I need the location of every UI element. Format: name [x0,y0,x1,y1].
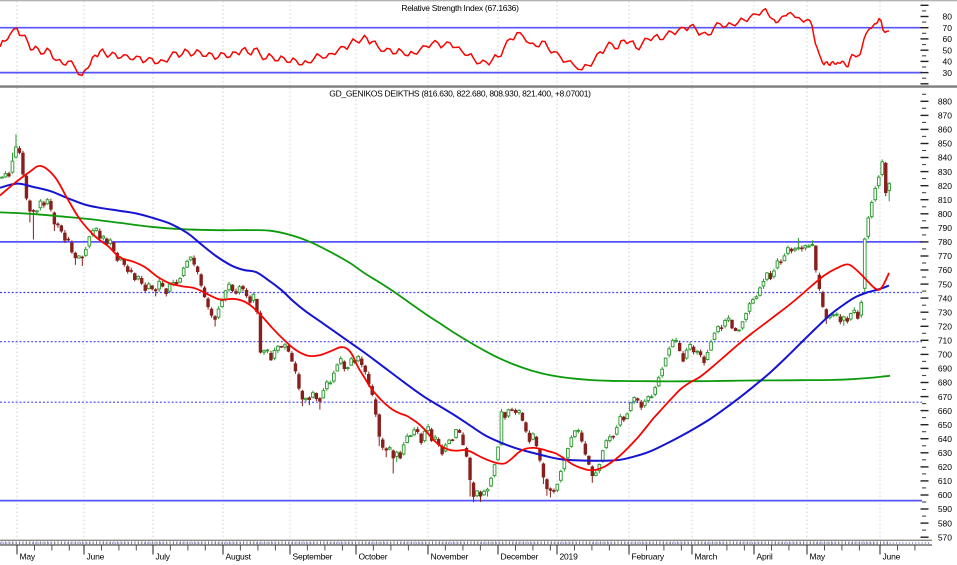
svg-text:November: November [431,552,469,562]
svg-text:570: 570 [938,532,952,542]
svg-text:December: December [501,552,539,562]
svg-text:700: 700 [938,350,952,360]
svg-text:880: 880 [938,97,952,107]
svg-text:640: 640 [938,434,952,444]
svg-text:830: 830 [938,167,952,177]
svg-text:750: 750 [938,279,952,289]
svg-text:870: 870 [938,111,952,121]
svg-text:July: July [156,552,171,562]
svg-text:April: April [757,552,773,562]
svg-text:710: 710 [938,336,952,346]
svg-text:650: 650 [938,420,952,430]
svg-text:730: 730 [938,307,952,317]
svg-text:580: 580 [938,518,952,528]
svg-text:October: October [359,552,388,562]
svg-text:630: 630 [938,448,952,458]
svg-text:May: May [20,552,36,562]
svg-text:840: 840 [938,153,952,163]
svg-text:June: June [87,552,105,562]
svg-text:850: 850 [938,139,952,149]
svg-text:660: 660 [938,406,952,416]
svg-text:670: 670 [938,392,952,402]
svg-text:September: September [293,552,333,562]
svg-text:800: 800 [938,209,952,219]
svg-text:June: June [883,552,901,562]
svg-text:2019: 2019 [560,552,579,562]
svg-text:760: 760 [938,265,952,275]
svg-text:690: 690 [938,364,952,374]
svg-text:80: 80 [943,12,953,22]
svg-text:820: 820 [938,181,952,191]
svg-text:860: 860 [938,125,952,135]
svg-text:Relative Strength Index (67.16: Relative Strength Index (67.1636) [401,3,519,13]
svg-text:May: May [810,552,826,562]
svg-text:August: August [226,552,252,562]
svg-text:March: March [695,552,718,562]
svg-text:620: 620 [938,462,952,472]
svg-text:30: 30 [943,68,953,78]
svg-text:610: 610 [938,476,952,486]
svg-text:50: 50 [943,45,953,55]
svg-text:February: February [632,552,665,562]
svg-text:740: 740 [938,293,952,303]
svg-text:810: 810 [938,195,952,205]
svg-text:780: 780 [938,237,952,247]
svg-text:60: 60 [943,34,953,44]
svg-text:790: 790 [938,223,952,233]
svg-text:680: 680 [938,378,952,388]
svg-text:600: 600 [938,490,952,500]
svg-text:770: 770 [938,251,952,261]
svg-text:GD_GENIKOS DEIKTHS (816.630, 8: GD_GENIKOS DEIKTHS (816.630, 822.680, 80… [329,89,591,99]
svg-text:590: 590 [938,504,952,514]
svg-text:70: 70 [943,23,953,33]
svg-text:720: 720 [938,322,952,332]
svg-text:40: 40 [943,57,953,67]
